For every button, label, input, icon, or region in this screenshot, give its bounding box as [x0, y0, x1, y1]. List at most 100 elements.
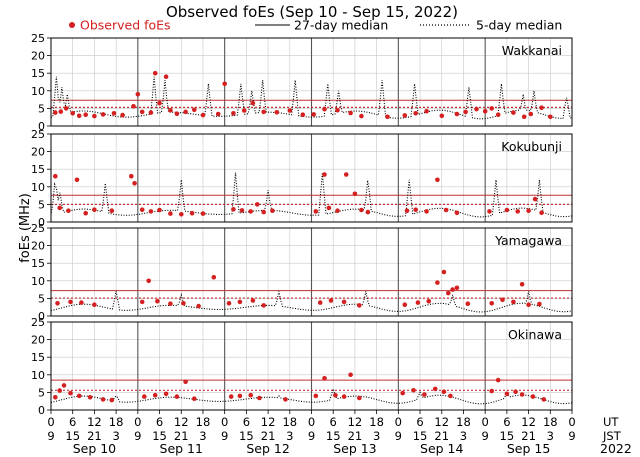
observed-point: [139, 207, 145, 212]
observed-point: [424, 209, 429, 214]
legend: Observed foEs 27-day median 5-day median: [69, 18, 562, 33]
observed-point: [385, 114, 390, 120]
observed-point: [76, 393, 82, 399]
observed-point: [450, 287, 455, 292]
observed-point: [231, 207, 236, 212]
observed-point: [183, 109, 188, 115]
observed-point: [163, 74, 169, 79]
y-tick-label: 15: [31, 67, 45, 80]
y-tick-label: 20: [31, 334, 45, 347]
observed-point: [257, 395, 262, 401]
y-tick-label: 0: [38, 310, 45, 323]
observed-point: [454, 285, 460, 291]
y-tick-label: 20: [31, 146, 45, 159]
observed-point: [283, 397, 288, 402]
observed-point: [248, 209, 253, 214]
ut-tick-label: 18: [109, 415, 124, 429]
observed-point: [548, 114, 553, 120]
observed-point: [57, 388, 62, 393]
day-label: Sep 13: [333, 441, 376, 456]
panel-frame: [50, 37, 573, 127]
observed-point: [500, 297, 505, 303]
observed-point: [511, 299, 516, 305]
observed-point: [311, 112, 317, 117]
ut-tick-label: 6: [416, 415, 423, 429]
observed-point: [183, 379, 188, 385]
jst-tick-label: 9: [47, 429, 54, 443]
observed-point: [439, 113, 445, 119]
observed-point: [426, 298, 432, 304]
observed-point: [454, 210, 460, 216]
legend-median5-label: 5-day median: [476, 18, 562, 33]
jst-tick-label: 9: [308, 429, 315, 443]
observed-point: [359, 113, 364, 119]
observed-point: [157, 207, 162, 213]
observed-point: [142, 394, 147, 399]
observed-point: [250, 298, 256, 303]
legend-median27-label: 27-day median: [294, 18, 388, 33]
jst-tick-label: 15: [152, 429, 167, 443]
observed-point: [152, 392, 158, 398]
jst-tick-label: 3: [286, 429, 293, 443]
observed-point: [411, 388, 416, 393]
observed-point: [174, 111, 180, 116]
observed-point: [495, 377, 501, 383]
observed-point: [168, 211, 173, 216]
observed-point: [287, 108, 293, 113]
observed-point: [504, 391, 510, 397]
observed-point: [55, 301, 60, 306]
observed-point: [70, 111, 75, 116]
y-tick-label: 10: [31, 85, 45, 98]
jst-tick-label: 3: [199, 429, 206, 443]
observed-point: [83, 112, 88, 117]
observed-point: [148, 110, 154, 115]
y-tick-label: 25: [31, 128, 45, 141]
observed-point: [179, 212, 184, 217]
y-tick-label: 20: [31, 50, 45, 63]
jst-tick-label: 3: [460, 429, 467, 443]
observed-point: [237, 393, 243, 399]
ut-tick-label: 18: [543, 415, 558, 429]
panels: 0 5 10 15 20 25 Wakkanai 0 5 10 15 20 25 Kokubunji 0 5 1…: [31, 32, 573, 417]
observed-point: [402, 302, 408, 308]
observed-point: [519, 282, 525, 287]
y-tick-label: 0: [38, 120, 45, 133]
y-tick-label: 25: [31, 32, 45, 45]
observed-point: [515, 209, 520, 214]
observed-point: [146, 278, 151, 284]
observed-point: [68, 390, 73, 396]
observed-point: [413, 111, 419, 116]
observed-point: [359, 207, 364, 213]
jst-tick-label: 15: [413, 429, 428, 443]
observed-point: [139, 109, 145, 115]
observed-point: [215, 111, 221, 117]
day-label: Sep 11: [160, 441, 203, 456]
observed-point: [109, 208, 115, 213]
observed-point: [163, 391, 169, 397]
panel-kokubunji: 0 5 10 15 20 25 Kokubunji: [31, 128, 573, 229]
observed-point: [254, 202, 260, 207]
observed-point: [200, 112, 206, 118]
observed-point: [333, 392, 338, 398]
y-tick-label: 5: [38, 386, 45, 399]
observed-point: [211, 275, 217, 280]
observed-point: [513, 389, 518, 395]
observed-point: [274, 110, 280, 115]
observed-point: [300, 112, 306, 117]
observed-point: [435, 280, 440, 285]
jst-tick-label: 9: [568, 429, 575, 443]
median5-curve: [50, 291, 573, 313]
jst-tick-label: 15: [326, 429, 341, 443]
day-label: Sep 15: [507, 441, 550, 456]
y-tick-label: 10: [31, 181, 45, 194]
observed-point: [489, 106, 495, 111]
observed-point: [528, 111, 534, 117]
jst-tick-label: 15: [500, 429, 515, 443]
ut-tick-label: 0: [568, 415, 575, 429]
observed-point: [441, 389, 447, 395]
jst-tick-label: 21: [87, 429, 102, 443]
observed-point: [317, 300, 323, 305]
observed-point: [100, 397, 106, 402]
observed-point: [422, 392, 427, 397]
y-tick-label: 5: [38, 102, 45, 115]
